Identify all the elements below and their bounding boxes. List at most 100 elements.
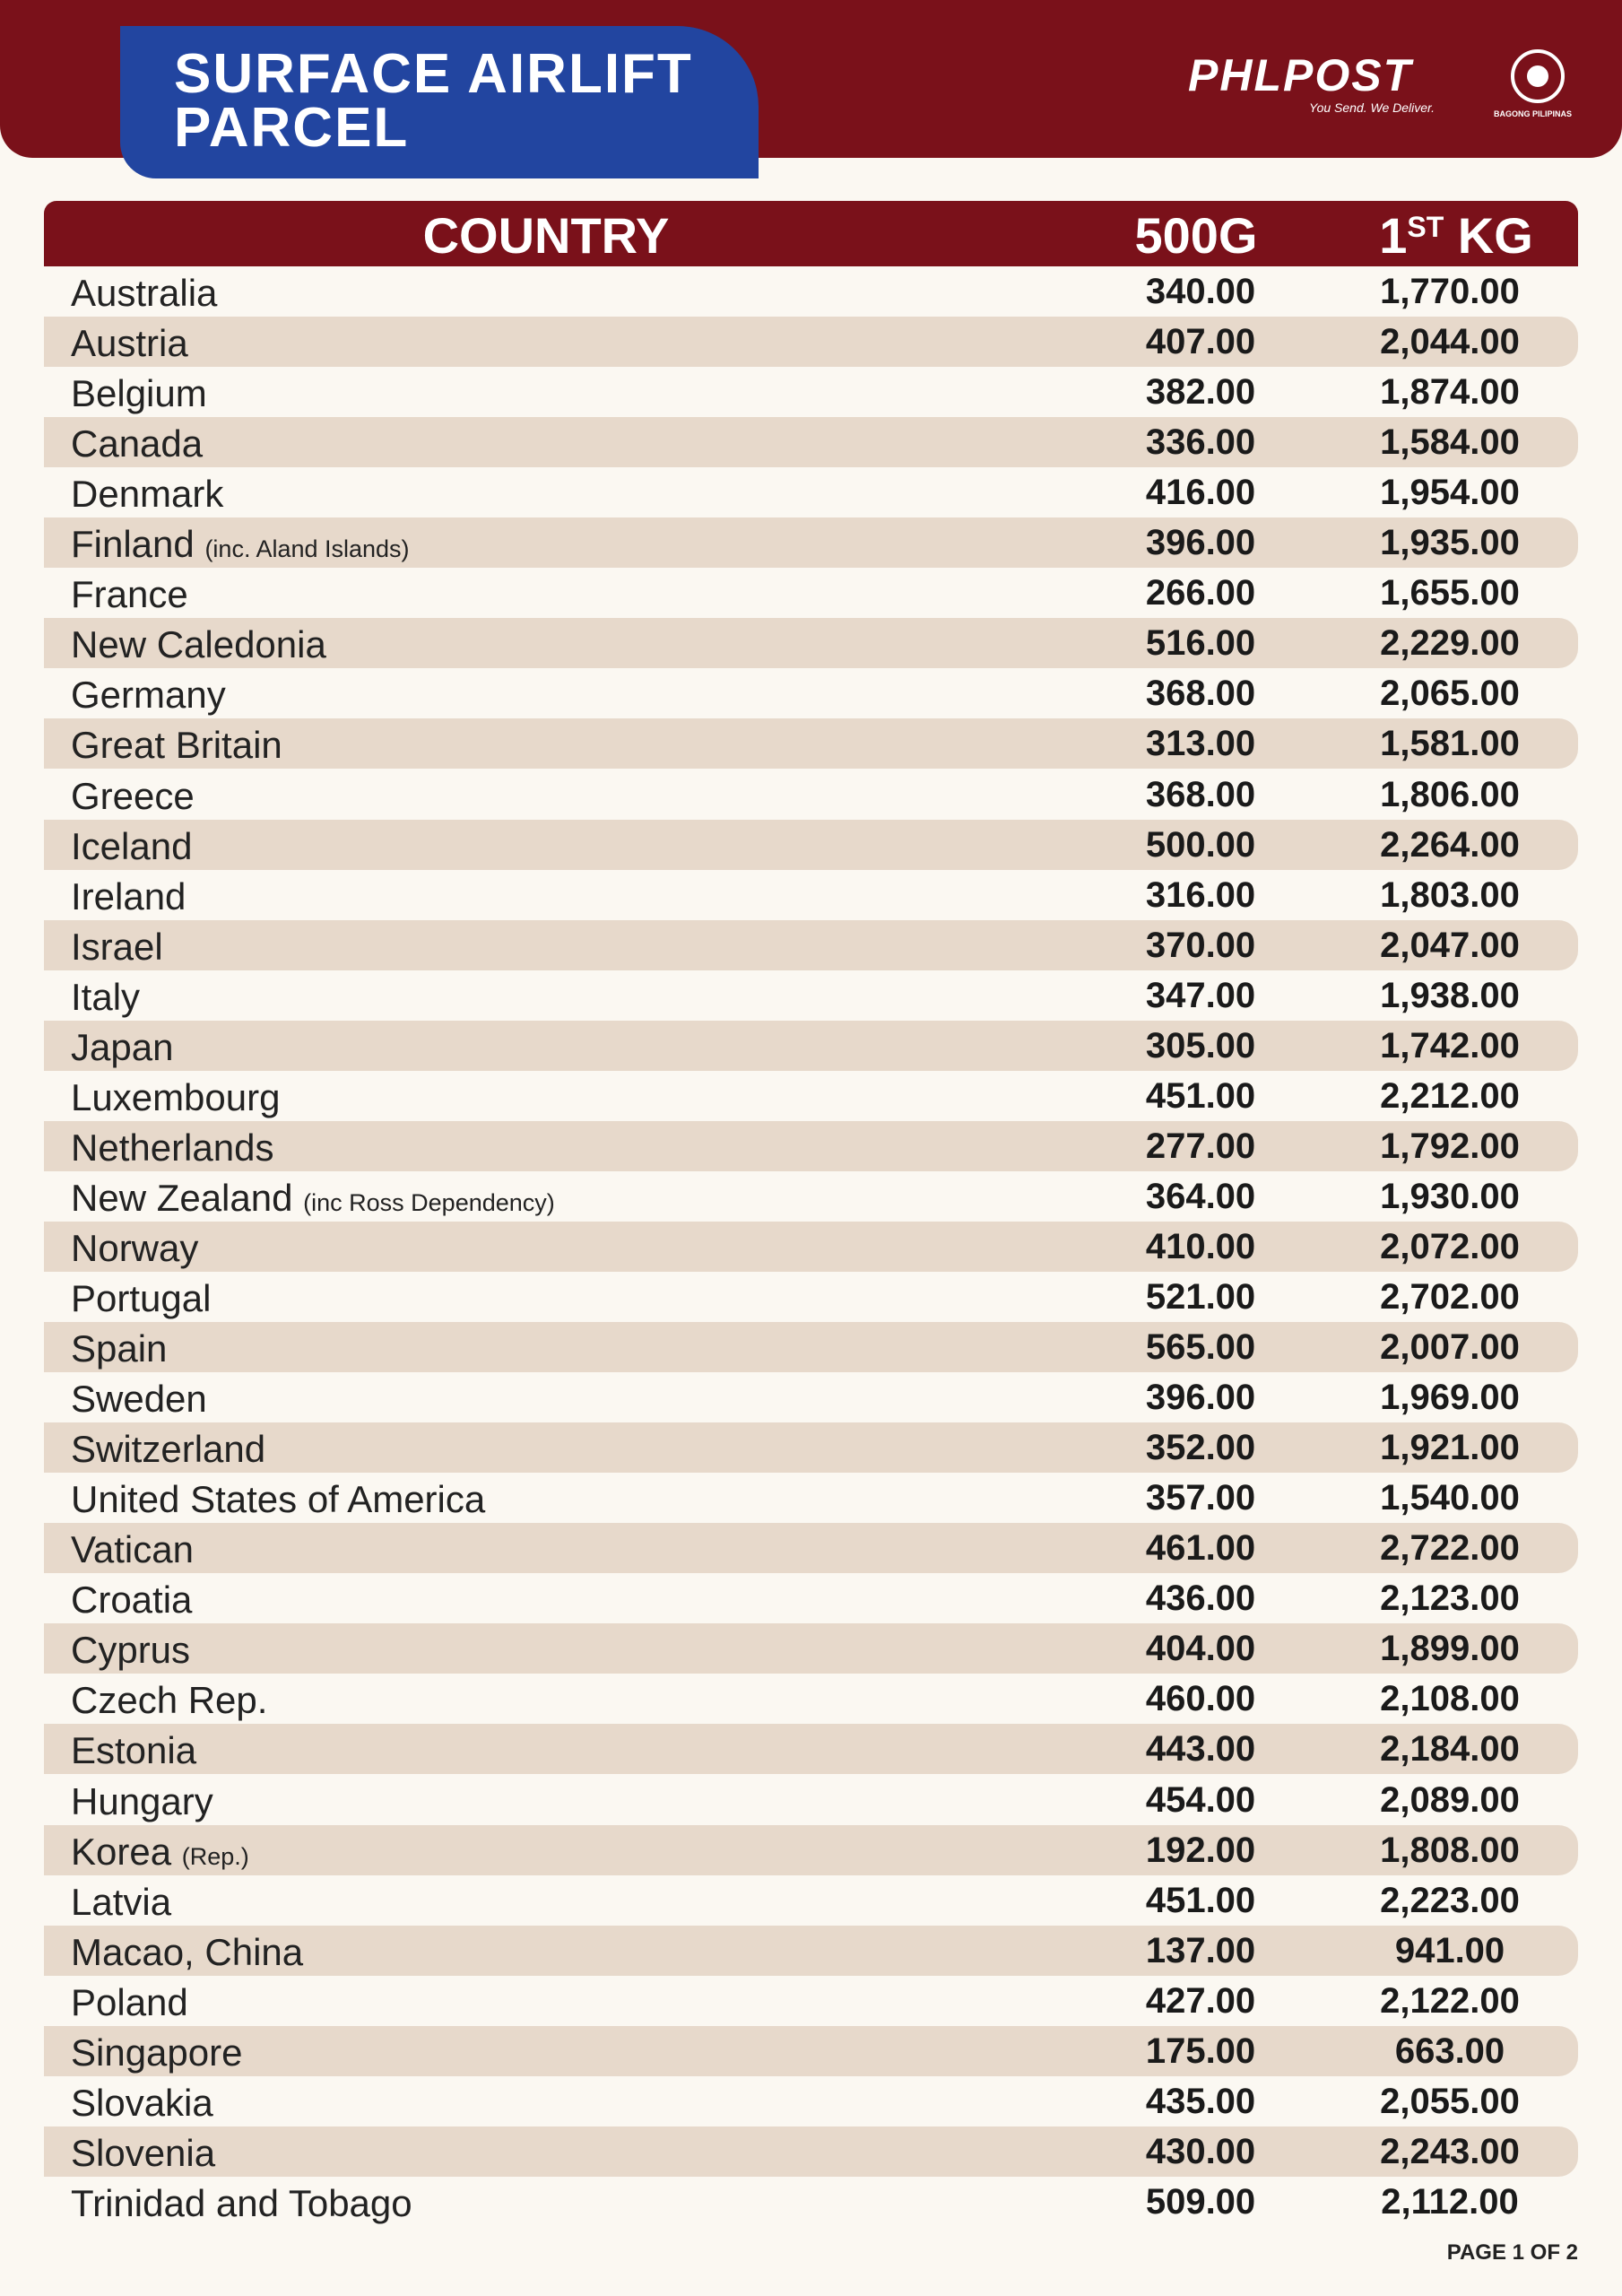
price-1kg: 1,742.00 [1380,1025,1520,1065]
country-cell: Vatican [71,1528,194,1571]
price-500g: 192.00 [1145,1830,1256,1870]
country-cell: Korea (Rep.) [71,1831,249,1874]
country-name: Denmark [71,473,224,516]
table-row: Slovakia 435.00 2,055.00 [44,2076,1578,2126]
price-1kg: 2,229.00 [1380,623,1520,664]
country-name: Canada [71,422,204,465]
price-1kg: 1,584.00 [1380,422,1520,463]
country-name: Italy [71,975,141,1018]
country-name: United States of America [71,1478,486,1521]
price-500g: 277.00 [1145,1126,1256,1166]
country-cell: Slovenia [71,2132,215,2175]
price-1kg: 2,702.00 [1380,1277,1520,1317]
price-1kg: 1,655.00 [1380,573,1520,613]
country-name: Norway [71,1226,199,1269]
price-500g: 404.00 [1145,1629,1256,1669]
country-name: Hungary [71,1779,213,1822]
country-cell: Cyprus [71,1629,190,1672]
price-500g: 416.00 [1145,473,1256,513]
country-cell: New Caledonia [71,623,326,666]
price-1kg: 1,938.00 [1380,975,1520,1015]
col-kg-tail: KG [1457,207,1533,264]
price-1kg: 1,935.00 [1380,523,1520,563]
country-cell: Latvia [71,1881,171,1924]
price-500g: 435.00 [1145,2081,1256,2121]
price-1kg: 1,874.00 [1380,372,1520,413]
country-cell: Portugal [71,1277,211,1320]
table-row: Japan 305.00 1,742.00 [44,1020,1578,1071]
country-cell: Trinidad and Tobago [71,2182,412,2225]
price-500g: 427.00 [1145,1980,1256,2021]
price-500g: 336.00 [1145,422,1256,463]
seal [1511,49,1565,103]
table-row: Denmark 416.00 1,954.00 [44,467,1578,517]
country-cell: Estonia [71,1729,196,1772]
price-1kg: 2,072.00 [1380,1226,1520,1266]
country-name: Iceland [71,824,193,867]
table-row: Canada 336.00 1,584.00 [44,417,1578,468]
table-row: Switzerland 352.00 1,921.00 [44,1422,1578,1474]
country-name: Austria [71,322,188,365]
country-name: Singapore [71,2031,243,2074]
price-1kg: 663.00 [1394,2031,1505,2071]
country-name: Germany [71,674,226,717]
price-500g: 443.00 [1145,1729,1256,1770]
table-row: Israel 370.00 2,047.00 [44,919,1578,970]
price-1kg: 2,044.00 [1380,322,1520,362]
country-name: Greece [71,774,195,817]
country-cell: Japan [71,1026,173,1069]
title: SURFACE AIRLIFT PARCEL [174,47,693,156]
country-cell: Luxembourg [71,1076,280,1119]
country-cell: Norway [71,1227,198,1270]
price-1kg: 2,123.00 [1380,1578,1520,1619]
price-500g: 364.00 [1145,1176,1256,1216]
price-500g: 451.00 [1145,1075,1256,1116]
price-500g: 347.00 [1145,975,1256,1015]
price-500g: 516.00 [1145,623,1256,664]
country-cell: Finland (inc. Aland Islands) [71,523,410,566]
page-number: PAGE 1 OF 2 [1446,2240,1578,2265]
table-row: Italy 347.00 1,938.00 [44,970,1578,1021]
table-row: Estonia 443.00 2,184.00 [44,1724,1578,1775]
table-row: Singapore 175.00 663.00 [44,2025,1578,2076]
table-row: Vatican 461.00 2,722.00 [44,1523,1578,1574]
country-note: (Rep.) [181,1842,249,1870]
country-name: Czech Rep. [71,1679,268,1722]
country-cell: Slovakia [71,2082,213,2125]
country-name: New Caledonia [71,623,326,666]
table-row: Finland (inc. Aland Islands) 396.00 1,935.… [44,517,1578,569]
price-500g: 313.00 [1145,724,1256,764]
price-1kg: 2,112.00 [1381,2181,1519,2222]
price-1kg: 1,770.00 [1380,272,1520,311]
country-cell: Denmark [71,473,223,516]
country-name: France [71,573,188,616]
table-row: Great Britain 313.00 1,581.00 [44,718,1578,770]
price-1kg: 1,803.00 [1380,874,1520,915]
price-1kg: 2,089.00 [1380,1779,1520,1820]
table-row: Slovenia 430.00 2,243.00 [44,2126,1578,2177]
price-500g: 316.00 [1145,874,1256,915]
price-500g: 410.00 [1145,1226,1256,1266]
country-cell: Macao, China [71,1931,303,1974]
table-row: Australia 340.00 1,770.00 [44,266,1578,317]
tagline: You Send. We Deliver. [1309,100,1436,115]
table-row: Portugal 521.00 2,702.00 [44,1272,1578,1322]
country-cell: Ireland [71,875,186,918]
price-1kg: 2,223.00 [1380,1880,1520,1920]
country-cell: Croatia [71,1578,192,1622]
country-name: Estonia [71,1729,197,1772]
country-name: Macao, China [71,1930,304,1973]
country-name: Croatia [71,1578,193,1622]
price-1kg: 2,047.00 [1380,925,1520,965]
price-500g: 436.00 [1145,1578,1256,1619]
col-500g: 500G [1134,207,1258,264]
table-row: Greece 368.00 1,806.00 [44,770,1578,820]
price-1kg: 1,808.00 [1380,1830,1520,1870]
price-1kg: 2,243.00 [1380,2131,1520,2171]
country-name: Cyprus [71,1629,191,1672]
price-500g: 509.00 [1145,2181,1256,2222]
table-row: United States of America 357.00 1,540.00 [44,1473,1578,1523]
country-cell: Iceland [71,825,192,868]
price-500g: 352.00 [1145,1428,1256,1468]
